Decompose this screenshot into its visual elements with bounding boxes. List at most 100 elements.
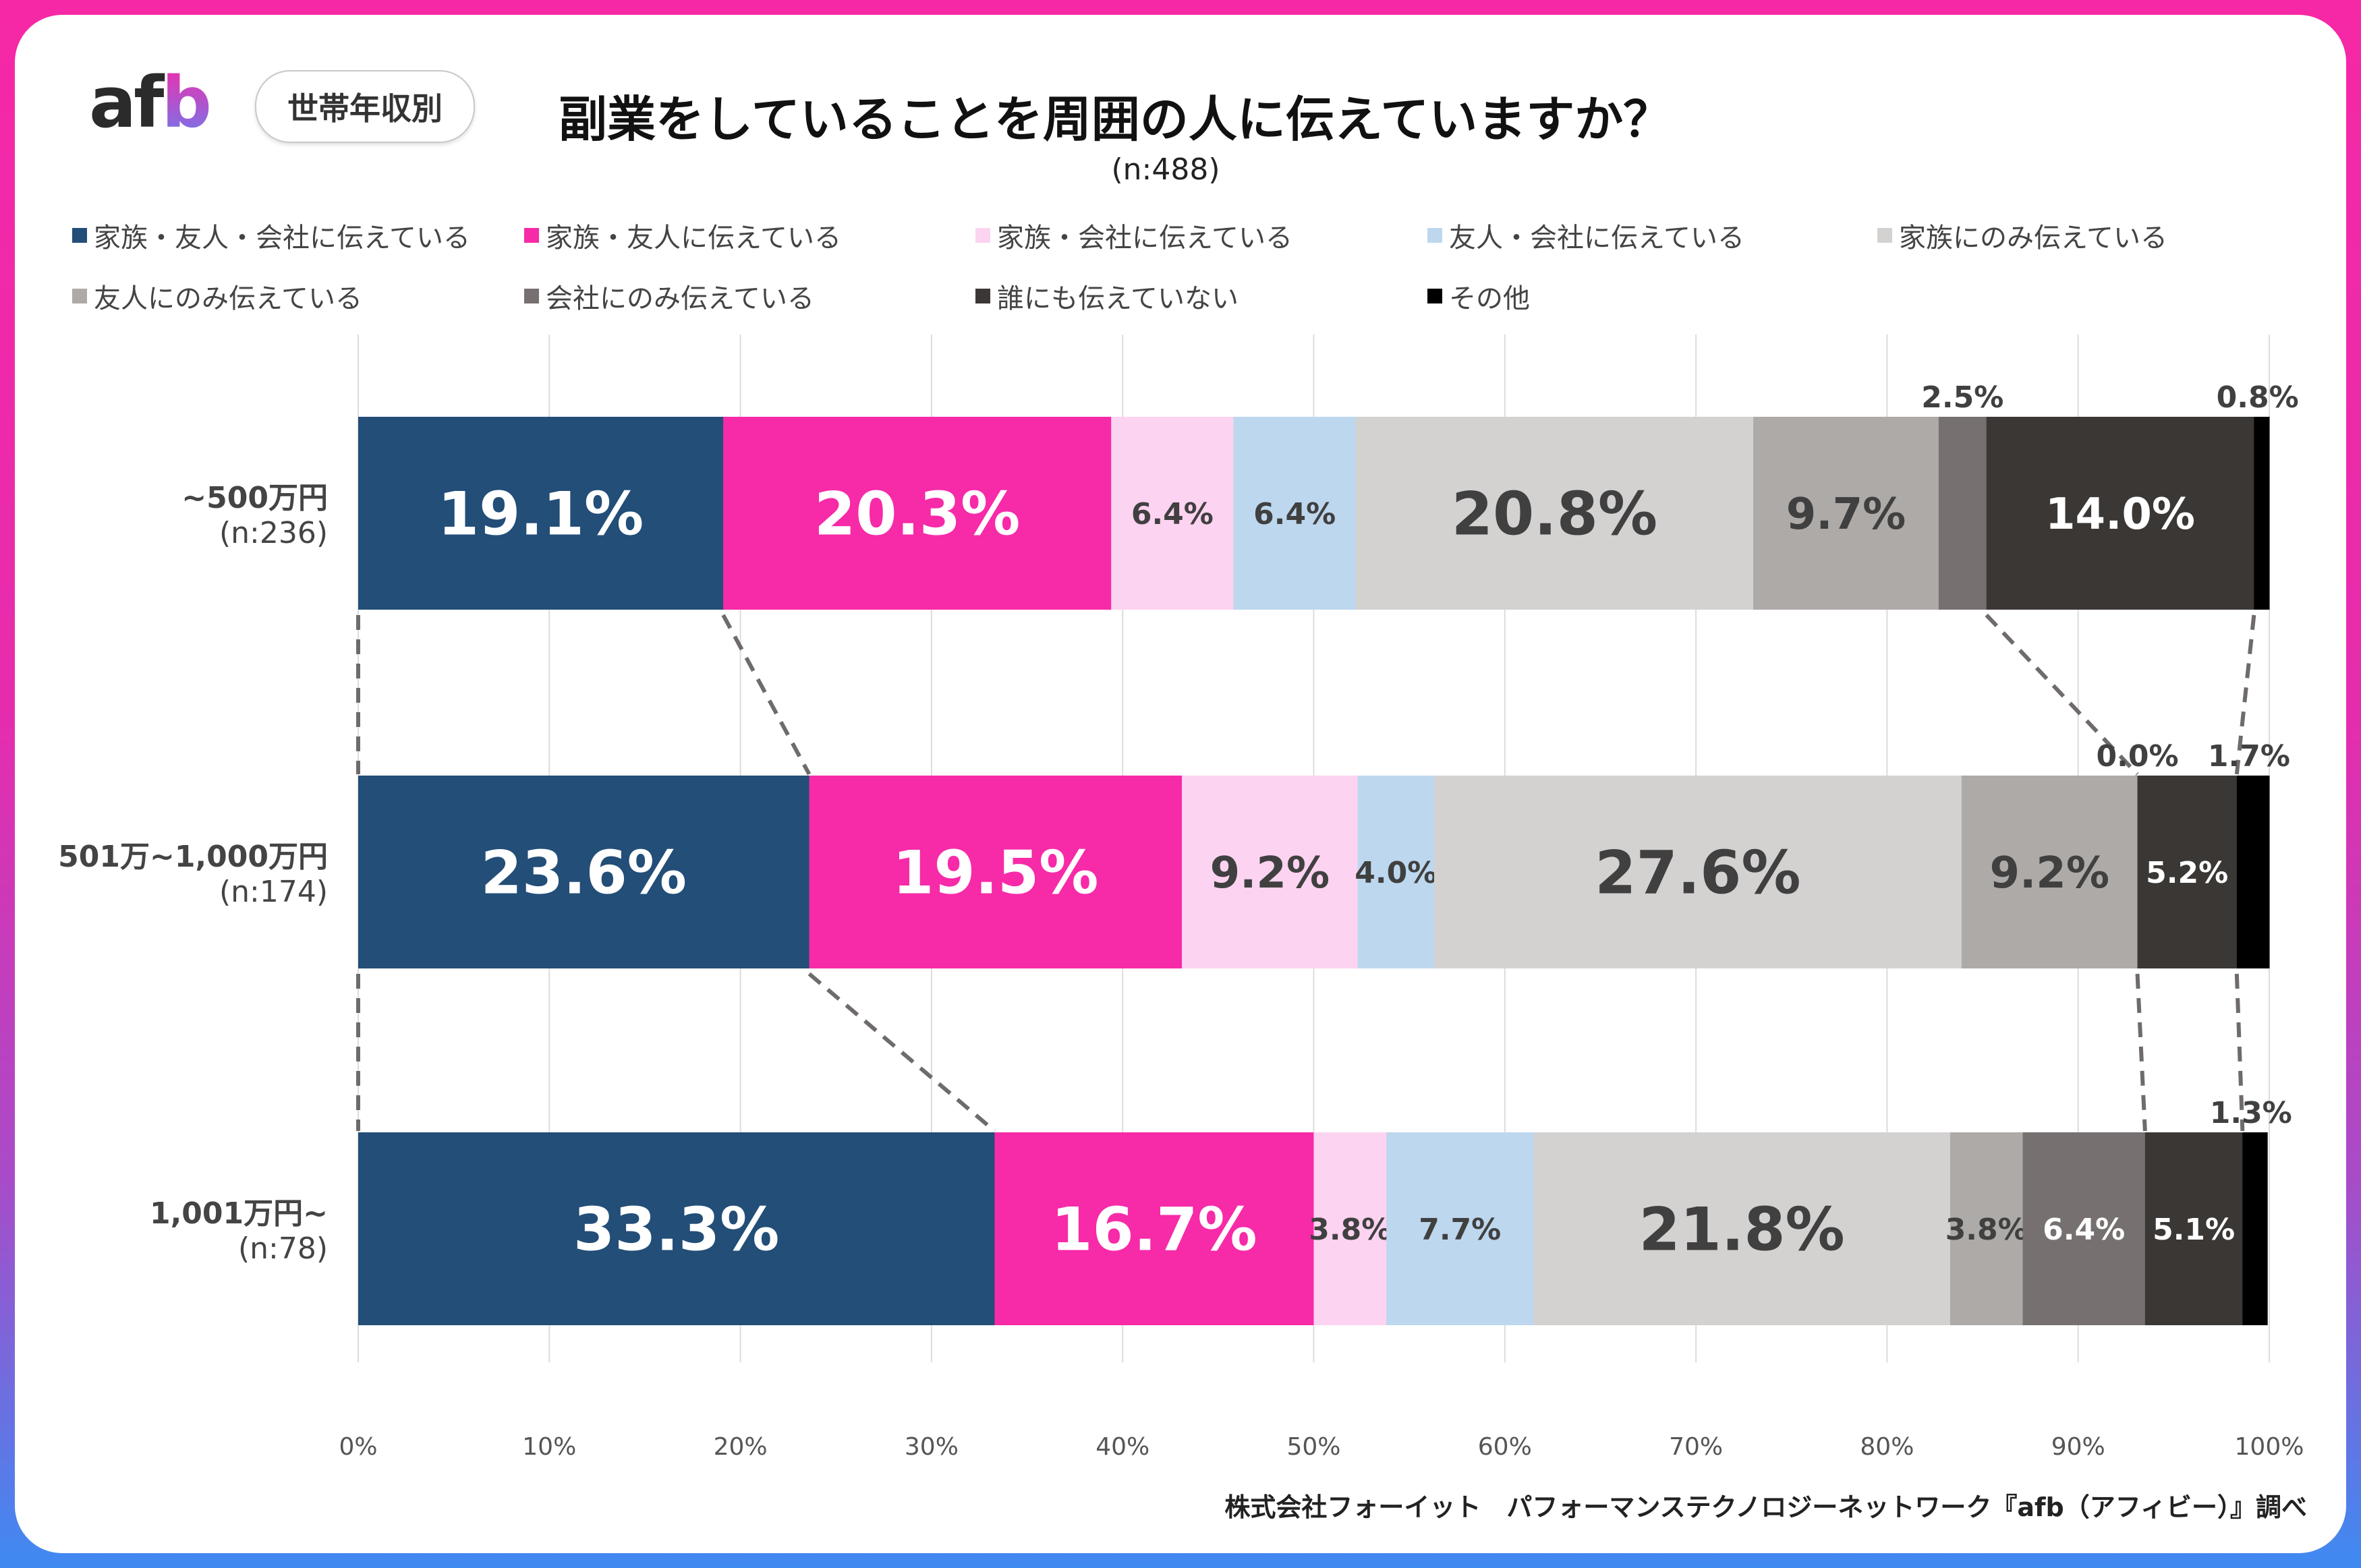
data-label: 3.8% (1945, 1213, 2028, 1247)
data-label: 33.3% (573, 1195, 779, 1265)
data-label: 9.2% (1210, 848, 1330, 898)
legend-item: 会社にのみ伝えている (524, 277, 814, 316)
connector-line (2234, 614, 2256, 775)
legend-label: その他 (1449, 283, 1530, 314)
bar-segment (1986, 417, 2254, 610)
legend-item: その他 (1427, 277, 1530, 316)
bar-segment (2236, 776, 2270, 968)
legend-item: 家族・友人・会社に伝えている (72, 216, 470, 255)
x-tick-label: 20% (714, 1433, 768, 1461)
legend-item: 友人・会社に伝えている (1427, 216, 1744, 255)
connector-line (807, 972, 996, 1133)
data-label: 14.0% (2045, 490, 2195, 540)
source-credit: 株式会社フォーイット パフォーマンステクノロジーネットワーク『afb（アフィビー… (1224, 1492, 2307, 1522)
legend-label: 家族・友人・会社に伝えている (94, 223, 470, 254)
data-label: 2.5% (1921, 380, 2003, 415)
legend-label: 友人・会社に伝えている (1449, 223, 1744, 254)
bar-segment (2022, 1132, 2146, 1325)
bar-segment (358, 776, 810, 968)
legend-label: 誰にも伝えていない (997, 283, 1239, 314)
data-label: 19.5% (892, 838, 1098, 908)
category-sample-size: (n:174) (219, 875, 328, 909)
data-label: 7.7% (1419, 1213, 1501, 1247)
legend-label: 友人にのみ伝えている (94, 283, 362, 314)
bar-segment (1111, 417, 1234, 610)
category-label: ~500万円 (181, 481, 328, 515)
bar-segment (1233, 417, 1357, 610)
data-label: 9.2% (1989, 848, 2109, 898)
bar-segment (2144, 1132, 2243, 1325)
category-label: 1,001万円~ (150, 1196, 328, 1231)
connector-line (1985, 613, 2139, 776)
legend-label: 会社にのみ伝えている (546, 283, 814, 314)
afb-logo: afb (89, 61, 212, 144)
x-tick-label: 90% (2051, 1433, 2105, 1461)
data-label: 23.6% (481, 838, 687, 908)
legend-item: 家族・友人に伝えている (524, 216, 841, 255)
data-label: 20.3% (814, 480, 1020, 549)
legend-item: 家族・会社に伝えている (975, 216, 1292, 255)
legend-swatch (524, 228, 539, 243)
data-label: 21.8% (1639, 1195, 1844, 1265)
bar-segment (1182, 776, 1359, 968)
data-label: 27.6% (1595, 838, 1800, 908)
x-tick-label: 30% (905, 1433, 959, 1461)
bar-segment (2137, 776, 2238, 968)
category-label: 501万~1,000万円 (58, 840, 328, 874)
legend-swatch (524, 289, 539, 303)
data-label: 5.1% (2153, 1213, 2235, 1247)
data-label: 6.4% (2043, 1213, 2125, 1247)
data-label: 20.8% (1452, 480, 1657, 549)
category-sample-size: (n:236) (219, 516, 328, 550)
bar-segment (1357, 776, 1435, 968)
data-label: 6.4% (1253, 497, 1336, 531)
bar-segment (1433, 776, 1962, 968)
legend-item: 友人にのみ伝えている (72, 277, 362, 316)
legend-swatch (1877, 228, 1892, 243)
x-tick-label: 10% (522, 1433, 576, 1461)
legend-swatch (975, 289, 990, 303)
connector-line (2135, 973, 2147, 1132)
legend-swatch (1427, 228, 1442, 243)
data-label: 4.0% (1355, 856, 1437, 890)
legend-swatch (72, 228, 87, 243)
bar-segment (1950, 1132, 2024, 1325)
legend-label: 家族・友人に伝えている (546, 223, 841, 254)
data-label: 9.7% (1786, 490, 1906, 540)
data-label: 1.3% (2210, 1096, 2292, 1130)
legend-label: 家族にのみ伝えている (1899, 223, 2167, 254)
bar-segment (809, 776, 1183, 968)
legend-label: 家族・会社に伝えている (997, 223, 1292, 254)
total-sample-size: (n:488) (1111, 152, 1220, 187)
data-label: 0.8% (2217, 380, 2299, 415)
data-label: 1.7% (2208, 739, 2290, 774)
segment-tag: 世帯年収別 (255, 70, 475, 143)
bar-segment (2254, 417, 2270, 610)
bar-segment (358, 417, 724, 610)
data-label: 3.8% (1309, 1213, 1391, 1247)
bar-segment (994, 1132, 1314, 1325)
bar-segment (358, 1132, 995, 1325)
legend-swatch (1427, 289, 1442, 303)
x-tick-label: 50% (1286, 1433, 1340, 1461)
bar-segment (1533, 1132, 1951, 1325)
legend-item: 家族にのみ伝えている (1877, 216, 2167, 255)
bar-segment (2242, 1132, 2268, 1325)
bar-segment (1313, 1132, 1387, 1325)
data-label: 16.7% (1051, 1195, 1257, 1265)
legend-item: 誰にも伝えていない (975, 277, 1239, 316)
connector-line (2234, 973, 2245, 1132)
bar-segment (1386, 1132, 1534, 1325)
data-label: 0.0% (2097, 739, 2179, 774)
bar-segment (1938, 417, 1987, 610)
x-tick-label: 80% (1860, 1433, 1914, 1461)
data-label: 19.1% (438, 480, 644, 549)
category-sample-size: (n:78) (238, 1231, 328, 1266)
data-label: 6.4% (1131, 497, 1214, 531)
legend-swatch (72, 289, 87, 303)
bar-segment (723, 417, 1112, 610)
x-tick-label: 60% (1478, 1433, 1532, 1461)
chart-title: 副業をしていることを周囲の人に伝えていますか？ (559, 91, 1672, 148)
bar-segment (1355, 417, 1754, 610)
